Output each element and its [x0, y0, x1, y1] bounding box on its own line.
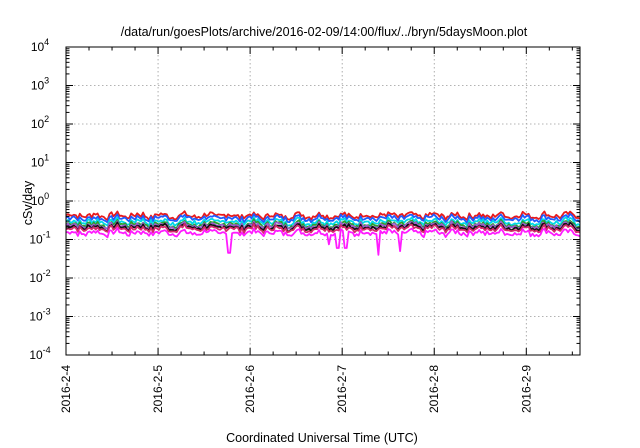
x-tick-label: 2016-2-8 [427, 365, 441, 413]
series-group [65, 210, 581, 256]
series-line [65, 222, 581, 235]
y-tick-labels: 10-4 10-3 10-2 10-1 100 101 102 103 104 [29, 37, 50, 362]
y-tick-label: 103 [31, 76, 49, 93]
chart-title: /data/run/goesPlots/archive/2016-02-09/1… [121, 25, 528, 39]
y-axis-label: cSv/day [21, 180, 35, 225]
x-tick-labels: 2016-2-4 2016-2-5 2016-2-6 2016-2-7 2016-2-8… [59, 365, 533, 413]
y-tick-label: 104 [31, 37, 49, 54]
x-tick-label: 2016-2-5 [151, 365, 165, 413]
x-tick-label: 2016-2-9 [519, 365, 533, 413]
y-tick-label: 101 [31, 153, 49, 170]
y-tick-label: 10-4 [29, 345, 50, 362]
series-line [65, 221, 581, 233]
x-tick-label: 2016-2-4 [59, 365, 73, 413]
grid-lines [66, 47, 580, 355]
series-line [65, 213, 581, 225]
x-tick-label: 2016-2-7 [335, 365, 349, 413]
x-axis-label: Coordinated Universal Time (UTC) [226, 431, 418, 445]
series-line [65, 216, 581, 228]
series-line [66, 226, 581, 256]
y-tick-label: 10-3 [29, 307, 50, 324]
y-tick-label: 102 [31, 114, 49, 131]
y-tick-label: 10-1 [29, 230, 50, 247]
axis-ticks [65, 46, 580, 356]
x-tick-label: 2016-2-6 [243, 365, 257, 413]
y-tick-label: 10-2 [29, 268, 50, 285]
y-tick-label: 100 [31, 191, 49, 208]
